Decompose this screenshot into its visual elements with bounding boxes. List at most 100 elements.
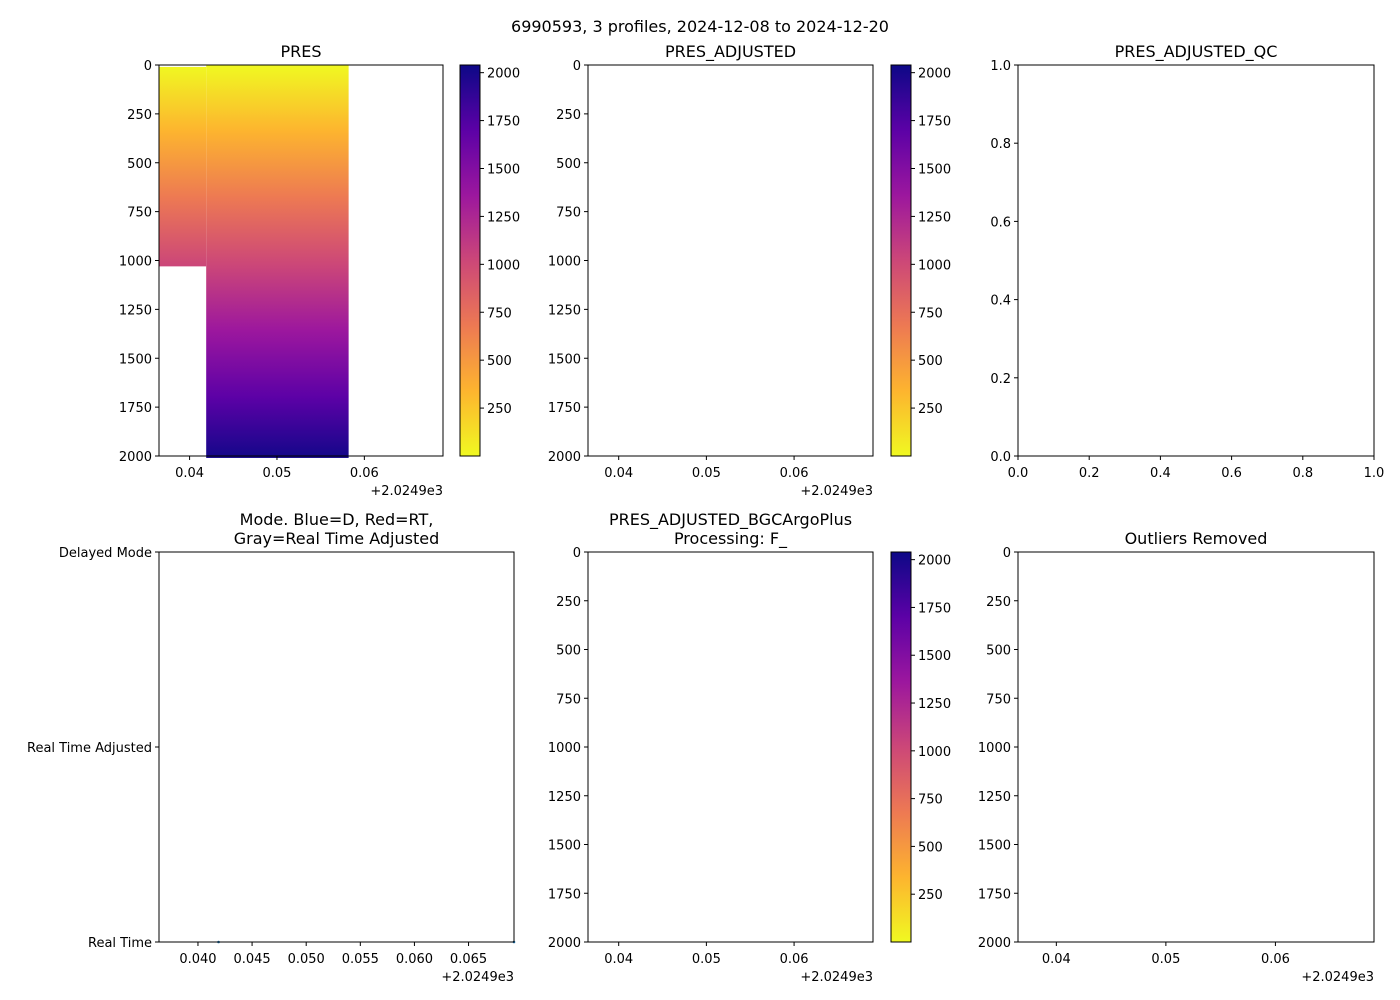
pres-title: PRES [280,42,321,61]
outliers-ytick-label: 250 [986,595,1011,610]
pres-colorbar-tick-label: 250 [487,402,512,417]
outliers-ytick-label: 0 [1003,546,1011,561]
outliers-frame [1017,551,1375,943]
pres-ytick-label: 1500 [119,352,152,367]
pres-ytick-label: 2000 [119,450,152,465]
pres-colorbar-tick-label: 1000 [487,258,520,273]
mode-ytick-label: Delayed Mode [59,546,152,561]
bgc-panel: 0 250 500 750 1000 1250 1500 1750 2000 0.04 0.05 0.… [548,510,951,985]
pres-adjusted-frame [587,64,874,457]
outliers-ytick-label: 2000 [978,936,1011,951]
pres-adjusted-qc-ytick-label: 0.4 [990,294,1011,309]
pres-ytick-label: 750 [127,206,152,221]
mode-xtick-label: 0.045 [233,952,270,967]
pres-adjusted-qc-title: PRES_ADJUSTED_QC [1115,42,1278,62]
pres-adjusted-ytick-label: 1250 [548,303,581,318]
bgc-ytick-label: 1500 [548,839,581,854]
pres-colorbar-tick-label: 1750 [487,115,520,130]
pres-adjusted-qc-xtick-label: 0.6 [1221,466,1242,481]
bgc-colorbar-tick-label: 250 [918,888,943,903]
pres-adjusted-colorbar-tick-label: 250 [918,402,943,417]
bgc-ytick-label: 1000 [548,741,581,756]
outliers-ytick-label: 1500 [978,839,1011,854]
mode-x-offset-label: +2.0249e3 [441,970,514,985]
pres-adjusted-ytick-label: 1000 [548,255,581,270]
bgc-colorbar-tick-label: 1000 [918,745,951,760]
pres-adjusted-colorbar-tick-label: 750 [918,306,943,321]
bgc-xtick-label: 0.06 [780,952,809,967]
pres-adjusted-panel: 0 250 500 750 1000 1250 1500 1750 2000 0.04 0.05 0.… [548,42,951,499]
outliers-ytick-label: 1750 [978,887,1011,902]
pres-adjusted-colorbar-tick-label: 500 [918,354,943,369]
pres-xtick-label: 0.06 [350,466,379,481]
pres-adjusted-qc-xtick-label: 0.8 [1292,466,1313,481]
pres-adjusted-qc-ytick-label: 0.2 [990,372,1011,387]
pres-adjusted-qc-xtick-label: 0.2 [1079,466,1100,481]
pres-ytick-label: 1250 [119,303,152,318]
pres-adjusted-qc-ytick-label: 0.0 [990,450,1011,465]
pres-adjusted-qc-ytick-label: 0.6 [990,215,1011,230]
bgc-title: Processing: F_ [674,529,788,549]
pres-xtick-label: 0.04 [175,466,204,481]
pres-ytick-label: 0 [144,59,152,74]
pres-adjusted-xtick-label: 0.05 [692,466,721,481]
pres-colorbar-tick-label: 750 [487,306,512,321]
outliers-ytick-label: 1250 [978,790,1011,805]
pres-adjusted-colorbar-tick-label: 2000 [918,67,951,82]
pres-adjusted-qc-xtick-label: 0.0 [1008,466,1029,481]
pres-adjusted-x-offset-label: +2.0249e3 [800,484,873,499]
bgc-colorbar-tick-label: 1500 [918,649,951,664]
pres-colorbar-tick-label: 1500 [487,163,520,178]
pres-ytick-label: 1750 [119,401,152,416]
pres-adjusted-title: PRES_ADJUSTED [665,42,796,62]
pres-adjusted-ytick-label: 250 [556,108,581,123]
outliers-panel: 0 250 500 750 1000 1250 1500 1750 2000 0.04 0.05 0.… [978,529,1375,985]
pres-adjusted-qc-panel: 0.0 0.2 0.4 0.6 0.8 1.0 0.0 0.2 0.4 0.6 0.8 1.0 PRES… [990,42,1384,481]
pres-ytick-label: 500 [127,157,152,172]
bgc-ytick-label: 2000 [548,936,581,951]
pres-adjusted-colorbar-tick-label: 1500 [918,163,951,178]
pres-adjusted-colorbar-tick-label: 1750 [918,115,951,130]
pres-adjusted-xtick-label: 0.04 [604,466,633,481]
mode-xtick-label: 0.050 [288,952,325,967]
pres-profile [206,65,349,458]
bgc-ytick-label: 1750 [548,887,581,902]
mode-ytick-label: Real Time Adjusted [27,741,152,756]
pres-adjusted-qc-ytick-label: 0.8 [990,137,1011,152]
outliers-x-offset-label: +2.0249e3 [1301,970,1374,985]
bgc-xtick-label: 0.04 [604,952,633,967]
outliers-ytick-label: 500 [986,644,1011,659]
outliers-title: Outliers Removed [1125,529,1268,548]
mode-xtick-label: 0.065 [450,952,487,967]
outliers-ytick-label: 1000 [978,741,1011,756]
pres-adjusted-ytick-label: 2000 [548,450,581,465]
pres-adjusted-colorbar [890,64,912,457]
bgc-ytick-label: 0 [573,546,581,561]
pres-adjusted-colorbar-tick-label: 1000 [918,258,951,273]
figure-suptitle: 6990593, 3 profiles, 2024-12-08 to 2024-… [511,17,889,36]
bgc-ytick-label: 750 [556,692,581,707]
pres-adjusted-ytick-label: 1750 [548,401,581,416]
pres-colorbar-tick-label: 1250 [487,210,520,225]
pres-profile [159,66,207,267]
bgc-colorbar-tick-label: 2000 [918,554,951,569]
bgc-colorbar [890,551,912,943]
bgc-colorbar-tick-label: 1750 [918,601,951,616]
pres-adjusted-xtick-label: 0.06 [780,466,809,481]
pres-adjusted-ytick-label: 750 [556,206,581,221]
mode-xtick-label: 0.055 [342,952,379,967]
outliers-xtick-label: 0.05 [1151,952,1180,967]
bgc-xtick-label: 0.05 [692,952,721,967]
mode-ytick-label: Real Time [88,936,152,951]
pres-colorbar-tick-label: 2000 [487,67,520,82]
pres-adjusted-qc-xtick-label: 1.0 [1364,466,1385,481]
pres-colorbar-tick-label: 500 [487,354,512,369]
pres-adjusted-colorbar-tick-label: 1250 [918,210,951,225]
pres-x-offset-label: +2.0249e3 [370,484,443,499]
bgc-colorbar-tick-label: 1250 [918,697,951,712]
mode-title: Gray=Real Time Adjusted [234,529,440,548]
bgc-frame [587,551,874,943]
bgc-ytick-label: 1250 [548,790,581,805]
pres-ytick-label: 250 [127,108,152,123]
